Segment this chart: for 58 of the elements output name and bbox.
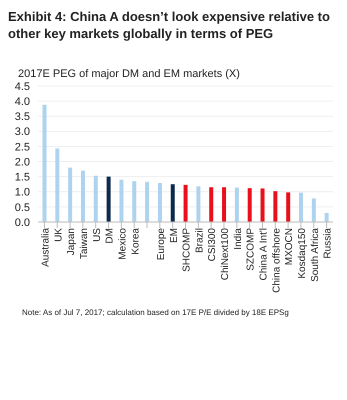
bar	[42, 104, 46, 222]
x-tick-label: China offshore	[271, 228, 282, 293]
x-tick-label: South Africa	[310, 228, 321, 282]
x-tick-label: India	[232, 228, 244, 250]
bar	[209, 187, 214, 222]
x-tick-label: UK	[53, 228, 64, 242]
x-tick-label: CSI300	[207, 228, 218, 262]
chart-title: Exhibit 4: China A doesn’t look expensive relative to other key markets globally in terms of PEG	[8, 8, 331, 42]
bar	[184, 184, 188, 222]
x-tick-label: ChiNext100	[220, 228, 232, 280]
x-tick-label: Russia	[322, 228, 334, 259]
x-tick-label: DM	[104, 228, 116, 244]
x-tick-label: SZCOMP	[246, 228, 257, 271]
bar	[119, 180, 124, 222]
x-tick-label: Kosdaq150	[297, 228, 308, 279]
x-tick-label: Australia	[40, 228, 52, 267]
x-tick-label: Mexico	[117, 228, 128, 260]
x-tick-label: Taiwan	[78, 228, 90, 260]
y-tick-label: 4.0	[14, 96, 30, 108]
y-tick-label: 1.5	[14, 172, 30, 184]
y-tick-label: 0.0	[14, 216, 30, 229]
bar	[55, 148, 60, 222]
chart-subtitle: 2017E PEG of major DM and EM markets (X)	[18, 68, 241, 80]
bar	[68, 168, 72, 222]
x-tick-label: US	[92, 228, 103, 242]
bar	[196, 186, 200, 222]
y-tick-label: 0.5	[14, 202, 30, 214]
bar	[158, 183, 162, 222]
bar	[106, 176, 111, 222]
y-tick-label: 3.0	[14, 126, 30, 138]
bar	[80, 170, 85, 222]
x-tick-label: Brazil	[194, 228, 206, 254]
bar	[260, 188, 265, 222]
bar	[312, 198, 316, 222]
x-tick-label: China A Int'l	[258, 228, 270, 280]
bar	[299, 192, 304, 222]
y-tick-label: 2.5	[14, 141, 30, 154]
y-tick-label: 4.5	[14, 80, 30, 93]
y-tick-label: 2.0	[14, 156, 30, 168]
x-tick-label: SHCOMP	[182, 228, 193, 272]
bar	[324, 212, 329, 222]
bar	[170, 184, 175, 222]
bar	[132, 181, 136, 222]
bar	[222, 187, 226, 222]
x-tick-label: MXOCN	[284, 228, 296, 266]
x-tick-label: Europe	[156, 228, 167, 260]
bar	[286, 192, 290, 222]
bar	[234, 188, 239, 222]
x-tick-label: EM	[168, 228, 180, 243]
x-tick-label: Korea	[130, 228, 142, 255]
bar	[145, 182, 150, 222]
y-tick-label: 3.5	[14, 111, 30, 124]
bar	[94, 176, 98, 222]
y-tick-label: 1.0	[14, 186, 30, 199]
text: Note: As of Jul 7, 2017; calculation based on 17E P/E divided by 18E EPSg	[22, 308, 290, 317]
bar	[273, 191, 278, 222]
bar	[248, 188, 252, 222]
x-tick-label: Japan	[66, 228, 78, 256]
